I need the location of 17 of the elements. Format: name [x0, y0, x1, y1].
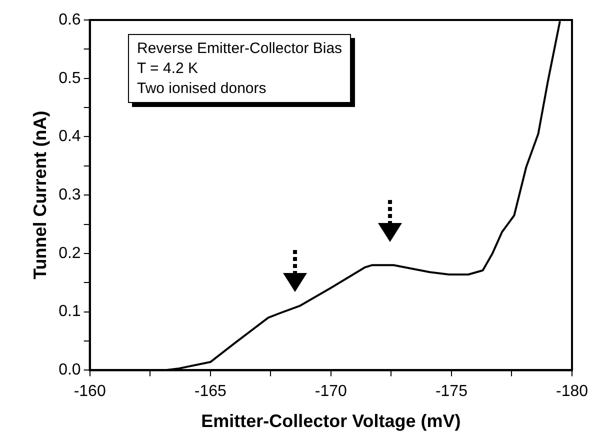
x-tick-label: -180 [556, 383, 588, 400]
x-tick-label: -175 [435, 383, 468, 400]
y-tick-label: 0.3 [58, 186, 81, 204]
y-axis-title: Tunnel Current (nA) [30, 110, 50, 280]
x-axis-title: Emitter-Collector Voltage (mV) [201, 411, 461, 432]
y-tick-label: 0.6 [58, 11, 81, 28]
y-tick-label: 0.5 [58, 70, 81, 87]
x-tick-label: -165 [194, 383, 226, 400]
annotation: T = 4.2 K [137, 59, 200, 79]
y-tick-label: 0.0 [58, 362, 81, 379]
x-tick-label: -160 [74, 383, 106, 400]
y-tick-label: 0.2 [58, 244, 81, 262]
y-tick-label: 0.1 [58, 303, 81, 320]
annotation: Two ionised donors [137, 79, 268, 99]
x-tick-label: -170 [314, 383, 348, 400]
y-tick-label: 0.4 [58, 128, 81, 146]
annotation: Reverse Emitter-Collector Bias [137, 39, 342, 59]
